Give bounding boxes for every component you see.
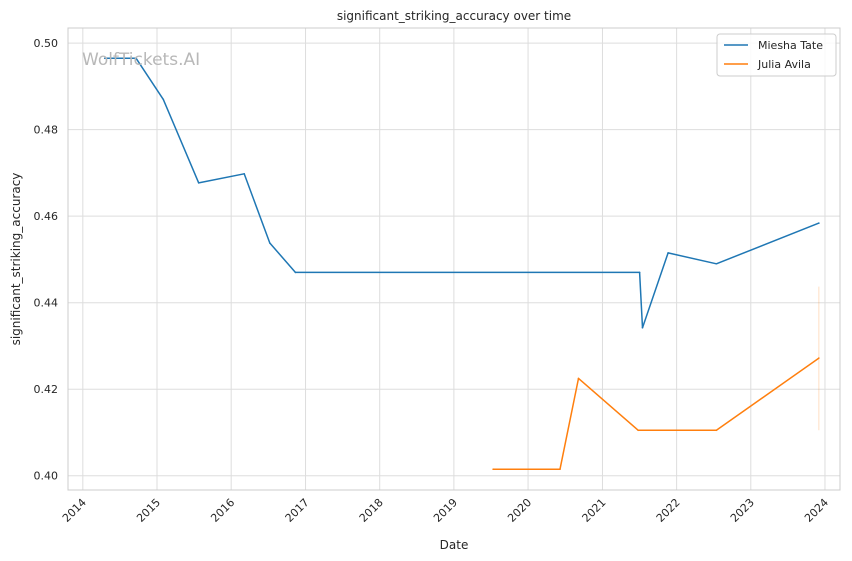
y-tick-label: 0.40 xyxy=(34,470,59,483)
watermark: WolfTickets.AI xyxy=(82,50,200,70)
y-axis-label: significant_striking_accuracy xyxy=(9,173,23,346)
series-line-miesha-tate xyxy=(104,57,820,329)
legend: Miesha Tate Julia Avila xyxy=(716,33,837,77)
plot-frame xyxy=(67,27,841,491)
data-point-miesha-tate xyxy=(162,98,165,101)
data-point-miesha-tate xyxy=(294,271,297,274)
series-lines xyxy=(103,57,820,471)
series-line-julia-avila xyxy=(493,357,820,470)
grid xyxy=(68,28,840,490)
data-point-julia-avila xyxy=(637,429,640,432)
data-point-julia-avila xyxy=(492,468,494,471)
y-axis-ticks: 0.40 0.42 0.44 0.46 0.48 0.50 xyxy=(34,37,59,483)
data-point-miesha-tate xyxy=(641,326,644,329)
data-point-miesha-tate xyxy=(638,271,641,274)
data-point-julia-avila xyxy=(818,357,820,359)
data-point-miesha-tate xyxy=(135,57,137,60)
y-tick-label: 0.44 xyxy=(34,297,59,310)
y-tick-label: 0.46 xyxy=(34,210,59,223)
y-tick-label: 0.50 xyxy=(34,37,59,50)
chart-title: significant_striking_accuracy over time xyxy=(337,9,571,23)
data-point-miesha-tate xyxy=(268,242,271,244)
data-point-julia-avila xyxy=(715,429,718,432)
data-point-miesha-tate xyxy=(667,252,669,254)
legend-label-julia-avila: Julia Avila xyxy=(757,58,811,71)
data-point-miesha-tate xyxy=(197,182,200,184)
y-tick-label: 0.48 xyxy=(34,124,59,137)
legend-label-miesha-tate: Miesha Tate xyxy=(758,39,823,52)
data-point-miesha-tate xyxy=(243,172,245,175)
data-point-miesha-tate xyxy=(103,57,106,60)
data-point-julia-avila xyxy=(577,377,580,380)
data-point-julia-avila xyxy=(559,468,561,471)
data-point-miesha-tate xyxy=(715,262,718,265)
y-tick-label: 0.42 xyxy=(34,383,59,396)
x-axis-label: Date xyxy=(440,538,469,552)
data-point-miesha-tate xyxy=(818,222,820,224)
